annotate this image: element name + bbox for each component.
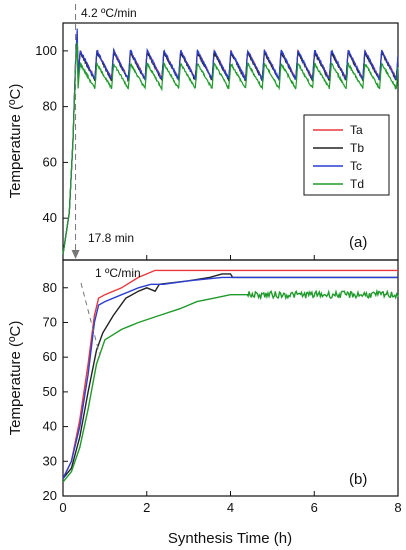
y-tick-label-40: 40 [43, 210, 57, 225]
legend-label-tc: Tc [350, 159, 362, 173]
panel-b-series [62, 269, 399, 483]
y-tick-label-80: 80 [43, 99, 57, 114]
legend-label-td: Td [350, 177, 364, 191]
legend-label-ta: Ta [350, 123, 363, 137]
rate-guide-line-b [80, 282, 101, 357]
y-tick-label-60: 60 [43, 349, 57, 364]
y-tick-label-100: 100 [35, 43, 57, 58]
panel-a-label: (a) [349, 234, 367, 251]
y-tick-label-80: 80 [43, 280, 57, 295]
legend: Ta Tb Tc Td [303, 114, 390, 196]
x-axis-label: Synthesis Time (h) [168, 530, 292, 547]
panel-b: 20 30 40 50 60 70 80 0 2 4 6 8 1 ºC/min (b) Temper… [7, 255, 402, 547]
series-line-b-tb [62, 273, 398, 480]
y-tick-label-20: 20 [43, 488, 57, 503]
legend-box [303, 114, 390, 196]
series-line-a-tc [62, 28, 399, 255]
series-line-b-ta [62, 269, 398, 479]
legend-label-tb: Tb [350, 141, 364, 155]
annotation-time: 17.8 min [88, 231, 134, 245]
x-tick-label-4: 4 [227, 500, 234, 515]
guide-arrowhead [71, 250, 80, 259]
panel-b-y-ticks: 20 30 40 50 60 70 80 [43, 280, 68, 503]
panel-a-ylabel: Temperature (ºC) [7, 84, 24, 199]
series-line-a-td [62, 42, 399, 255]
annotation-rate-a: 4.2 ºC/min [81, 6, 137, 20]
panel-a-series [62, 28, 399, 255]
panel-b-x-ticks: 0 2 4 6 8 [59, 255, 402, 515]
y-tick-label-50: 50 [43, 384, 57, 399]
x-tick-label-8: 8 [394, 500, 401, 515]
y-tick-label-30: 30 [43, 453, 57, 468]
annotation-rate-b: 1 ºC/min [95, 266, 141, 280]
x-tick-label-0: 0 [59, 500, 66, 515]
x-tick-label-2: 2 [143, 500, 150, 515]
series-line-b-td [62, 288, 399, 483]
y-tick-label-70: 70 [43, 314, 57, 329]
panel-b-ylabel: Temperature (ºC) [7, 321, 24, 436]
x-tick-label-6: 6 [311, 500, 318, 515]
panel-a: 40 60 80 100 4.2 ºC/min 17.8 min (a) Temper… [7, 4, 399, 261]
panel-a-y-ticks: 40 60 80 100 [35, 43, 68, 225]
series-line-b-tc [62, 276, 398, 479]
panel-b-label: (b) [349, 471, 367, 488]
y-tick-label-60: 60 [43, 154, 57, 169]
y-tick-label-40: 40 [43, 419, 57, 434]
